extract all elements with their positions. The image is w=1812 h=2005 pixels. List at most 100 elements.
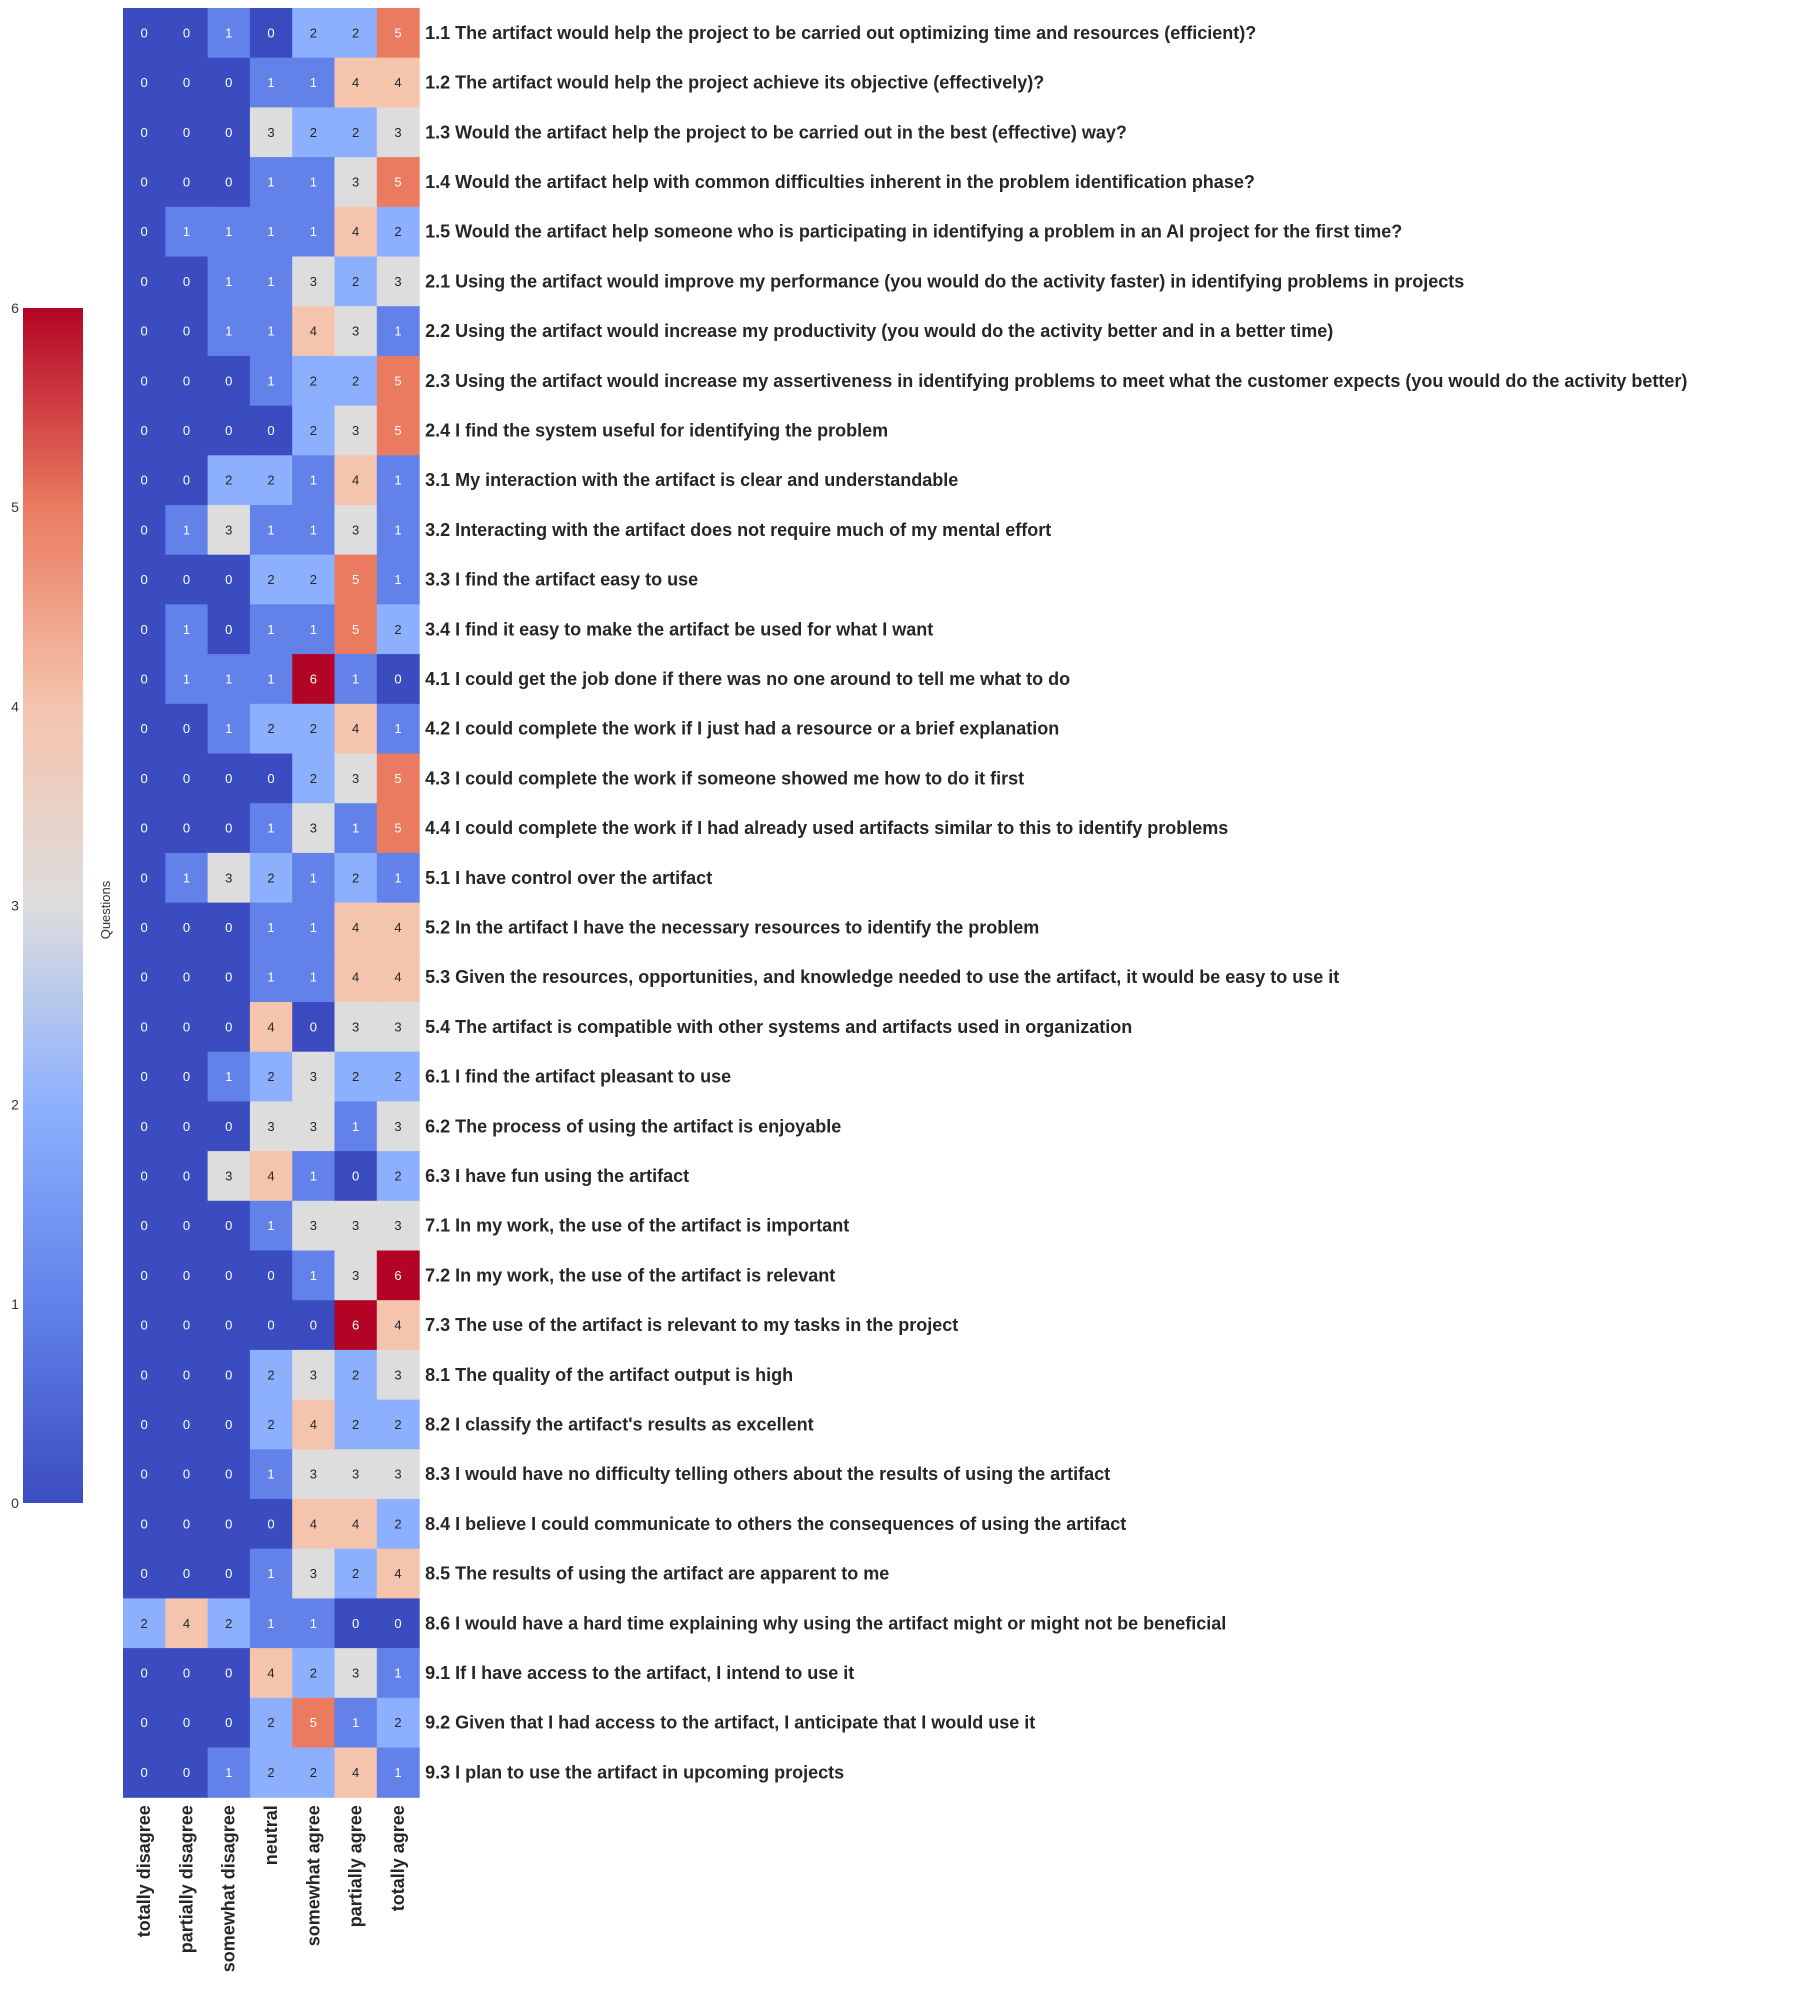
heatmap-cell [334,1051,378,1102]
cell-value-label: 3 [352,1218,359,1233]
heatmap-cell [249,1349,293,1401]
cell-value-label: 2 [310,373,317,388]
heatmap-cell [123,604,166,655]
heatmap-cell [207,703,251,755]
heatmap-cell [123,1151,166,1202]
colorbar-tick-label: 3 [11,898,19,914]
heatmap-cell [249,306,293,357]
cell-value-label: 0 [225,1715,232,1730]
heatmap-cell [292,1747,336,1798]
heatmap-cell [292,1449,336,1500]
heatmap-cell [249,1648,293,1699]
cell-value-label: 0 [183,1417,190,1432]
heatmap-cell [334,256,378,307]
heatmap-cell [376,1697,420,1749]
cell-value-label: 1 [225,721,232,736]
cell-value-label: 0 [225,1566,232,1581]
cell-value-label: 4 [352,75,359,90]
cell-value-label: 2 [267,1367,274,1382]
heatmap-cell [334,1399,378,1450]
heatmap-cell [207,554,251,605]
heatmap-cell [249,902,293,953]
heatmap-cell [165,405,209,456]
cell-value-label: 0 [141,1168,148,1183]
heatmap-cell [376,1151,420,1202]
heatmap-cell [123,306,166,357]
heatmap-cell [165,1499,209,1550]
cell-value-label: 6 [394,1268,401,1283]
cell-value-label: 1 [310,174,317,189]
cell-value-label: 4 [352,1765,359,1780]
cell-value-label: 4 [310,1417,317,1432]
heatmap-cell [207,256,251,307]
row-label: 2.4 I find the system useful for identif… [425,420,888,440]
cell-value-label: 2 [310,572,317,587]
heatmap-cell [376,902,420,953]
heatmap-cell [334,1101,378,1152]
cell-value-label: 0 [141,1069,148,1084]
cell-value-label: 5 [394,25,401,40]
y-axis-label: Questions [98,880,113,939]
heatmap-cell [207,455,251,506]
cell-value-label: 6 [352,1318,359,1333]
heatmap-cell [165,1300,209,1351]
heatmap-cell [207,1697,251,1749]
heatmap-cell [249,1101,293,1152]
cell-value-label: 3 [352,1268,359,1283]
cell-value-label: 0 [183,25,190,40]
cell-value-label: 3 [394,1218,401,1233]
heatmap-cell [165,1101,209,1152]
heatmap-cell [207,1051,251,1102]
row-label: 4.2 I could complete the work if I just … [425,719,1059,739]
cell-value-label: 0 [183,274,190,289]
heatmap-cell [292,1548,336,1599]
heatmap-cell [292,1349,336,1401]
row-label: 4.1 I could get the job done if there wa… [425,669,1070,689]
heatmap-cell [292,1499,336,1550]
heatmap-cell [249,1747,293,1798]
heatmap-cell [376,8,420,59]
cell-value-label: 2 [267,1765,274,1780]
cell-value-label: 2 [352,373,359,388]
heatmap-cell [123,1449,166,1500]
cell-value-label: 0 [141,970,148,985]
heatmap-cell [249,355,293,407]
heatmap-cell [334,57,378,108]
row-label: 6.1 I find the artifact pleasant to use [425,1067,731,1087]
cell-value-label: 4 [183,1616,190,1631]
cell-value-label: 1 [310,970,317,985]
heatmap-cell [292,206,336,258]
heatmap-cell [123,107,166,158]
cell-value-label: 2 [352,1069,359,1084]
heatmap-cell [334,1250,378,1301]
heatmap-cell [249,505,293,556]
heatmap-cell [207,157,251,208]
heatmap-cell [123,654,166,705]
row-label: 9.2 Given that I had access to the artif… [425,1713,1035,1733]
cell-value-label: 2 [394,1417,401,1432]
cell-value-label: 3 [394,274,401,289]
cell-value-label: 5 [394,174,401,189]
heatmap-cell [376,1349,420,1401]
row-label: 8.6 I would have a hard time explaining … [425,1613,1226,1633]
heatmap-cell [376,753,420,804]
heatmap-cell [249,107,293,158]
heatmap-cell [249,604,293,655]
cell-value-label: 1 [267,224,274,239]
cell-value-label: 0 [141,721,148,736]
cell-value-label: 3 [352,1019,359,1034]
cell-value-label: 1 [267,1218,274,1233]
heatmap-cell [334,1499,378,1550]
heatmap-cell [249,753,293,804]
heatmap-cell [334,405,378,456]
cell-value-label: 4 [394,970,401,985]
cell-value-label: 3 [352,1467,359,1482]
cell-value-label: 0 [141,423,148,438]
heatmap-cell [334,1349,378,1401]
heatmap-cell [376,1051,420,1102]
cell-value-label: 0 [183,1218,190,1233]
cell-value-label: 2 [267,572,274,587]
heatmap-cell [165,604,209,655]
cell-value-label: 2 [225,473,232,488]
cell-value-label: 1 [310,920,317,935]
